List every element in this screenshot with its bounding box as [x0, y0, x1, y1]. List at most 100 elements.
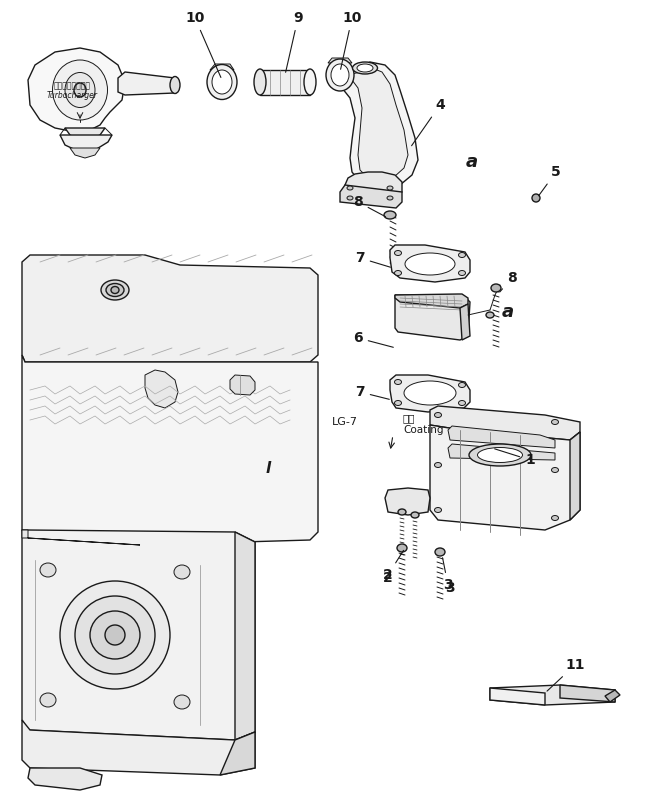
Ellipse shape [459, 400, 465, 406]
Ellipse shape [395, 271, 401, 275]
Text: 8: 8 [500, 271, 517, 292]
Ellipse shape [331, 64, 349, 86]
Ellipse shape [326, 59, 354, 91]
Text: a: a [502, 303, 514, 321]
Text: Turbocharger: Turbocharger [46, 91, 98, 100]
Ellipse shape [53, 60, 108, 120]
Polygon shape [65, 128, 105, 140]
Polygon shape [390, 375, 470, 412]
Ellipse shape [459, 271, 465, 275]
Polygon shape [395, 295, 470, 340]
Polygon shape [260, 70, 310, 95]
Polygon shape [235, 532, 255, 740]
Polygon shape [328, 58, 352, 63]
Ellipse shape [434, 508, 442, 513]
Ellipse shape [552, 467, 558, 472]
Polygon shape [460, 304, 470, 340]
Text: 9: 9 [286, 11, 303, 72]
Ellipse shape [552, 516, 558, 520]
Ellipse shape [404, 381, 456, 405]
Ellipse shape [459, 383, 465, 388]
Ellipse shape [411, 512, 419, 518]
Ellipse shape [434, 412, 442, 418]
Polygon shape [490, 688, 545, 705]
Ellipse shape [395, 251, 401, 255]
Polygon shape [430, 425, 580, 530]
Text: Coating: Coating [403, 425, 444, 435]
Ellipse shape [65, 73, 95, 108]
Text: 7: 7 [355, 251, 390, 267]
Polygon shape [430, 406, 580, 440]
Text: LG-7: LG-7 [332, 417, 358, 427]
Polygon shape [448, 444, 555, 460]
Ellipse shape [434, 463, 442, 467]
Ellipse shape [459, 252, 465, 258]
Polygon shape [22, 255, 318, 362]
Polygon shape [22, 530, 140, 545]
Ellipse shape [40, 563, 56, 577]
Text: 塗布: 塗布 [403, 413, 416, 423]
Ellipse shape [477, 448, 523, 463]
Text: 10: 10 [341, 11, 362, 70]
Ellipse shape [384, 211, 396, 219]
Ellipse shape [435, 548, 445, 556]
Ellipse shape [486, 312, 494, 318]
Ellipse shape [395, 400, 401, 406]
Polygon shape [395, 294, 468, 308]
Polygon shape [340, 185, 402, 208]
Text: 4: 4 [412, 98, 445, 146]
Polygon shape [22, 355, 318, 545]
Text: 2: 2 [383, 571, 393, 585]
Ellipse shape [207, 65, 237, 100]
Text: a: a [466, 153, 478, 171]
Ellipse shape [106, 283, 124, 297]
Polygon shape [220, 732, 255, 775]
Ellipse shape [357, 64, 373, 72]
Ellipse shape [111, 286, 119, 293]
Ellipse shape [174, 565, 190, 579]
Ellipse shape [347, 196, 353, 200]
Text: 3: 3 [443, 558, 453, 592]
Ellipse shape [304, 69, 316, 95]
Ellipse shape [387, 186, 393, 190]
Polygon shape [560, 685, 615, 702]
Polygon shape [210, 64, 234, 70]
Ellipse shape [398, 509, 406, 515]
Ellipse shape [212, 70, 232, 94]
Ellipse shape [405, 253, 455, 275]
Polygon shape [490, 685, 615, 705]
Ellipse shape [170, 77, 180, 93]
Ellipse shape [395, 380, 401, 384]
Text: 5: 5 [539, 165, 561, 195]
Text: 2: 2 [383, 551, 403, 582]
Polygon shape [22, 530, 255, 740]
Polygon shape [60, 135, 112, 152]
Ellipse shape [40, 693, 56, 707]
Polygon shape [570, 432, 580, 520]
Text: 10: 10 [185, 11, 221, 78]
Ellipse shape [75, 596, 155, 674]
Polygon shape [390, 245, 470, 282]
Text: 6: 6 [353, 331, 393, 347]
Polygon shape [70, 148, 100, 158]
Polygon shape [28, 768, 102, 790]
Ellipse shape [60, 581, 170, 689]
Text: 11: 11 [547, 658, 585, 691]
Text: ターボチャージャ: ターボチャージャ [53, 81, 90, 90]
Ellipse shape [397, 544, 407, 552]
Text: l: l [265, 460, 271, 475]
Polygon shape [28, 48, 125, 132]
Text: 3: 3 [446, 581, 455, 595]
Ellipse shape [552, 419, 558, 425]
Ellipse shape [387, 196, 393, 200]
Text: 8: 8 [353, 195, 385, 217]
Polygon shape [118, 72, 175, 95]
Polygon shape [605, 690, 620, 702]
Text: 7: 7 [355, 385, 389, 399]
Ellipse shape [254, 69, 266, 95]
Polygon shape [352, 68, 408, 180]
Polygon shape [22, 720, 255, 775]
Ellipse shape [90, 611, 140, 659]
Polygon shape [385, 488, 430, 515]
Polygon shape [345, 172, 402, 200]
